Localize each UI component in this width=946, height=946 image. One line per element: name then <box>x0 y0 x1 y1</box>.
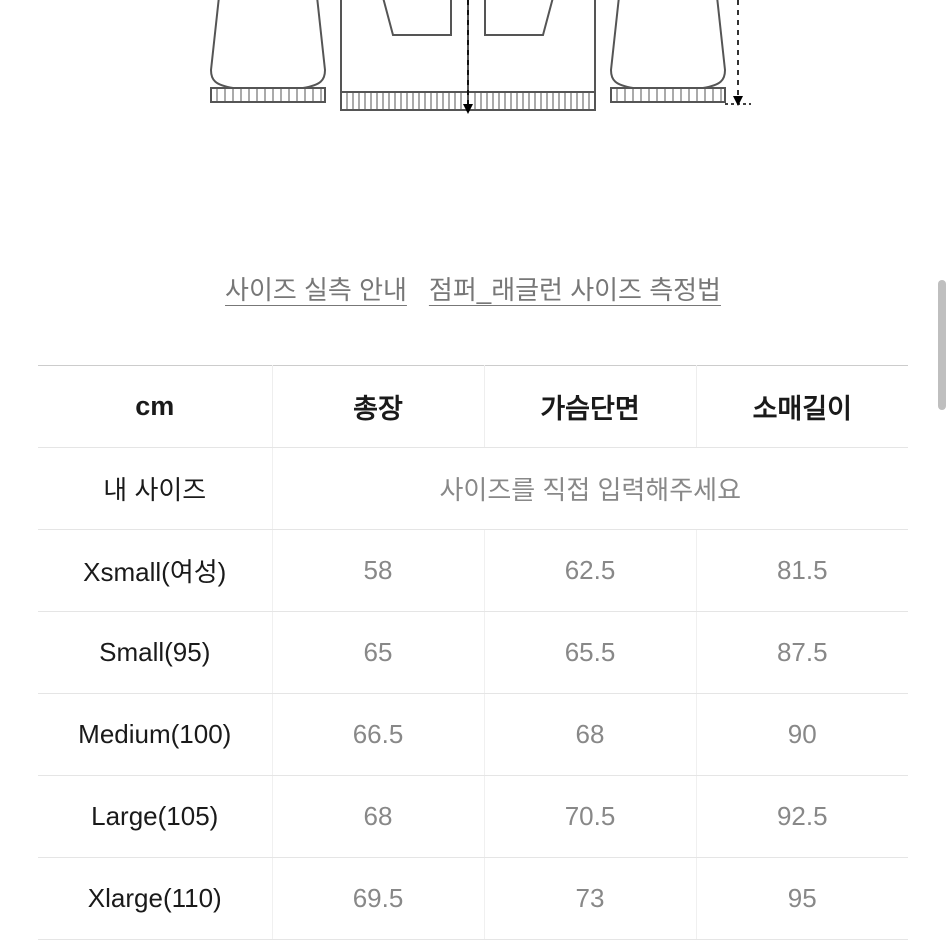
size-value-cell: 70.5 <box>484 776 696 858</box>
size-value-cell: 68 <box>272 776 484 858</box>
my-size-placeholder[interactable]: 사이즈를 직접 입력해주세요 <box>272 448 908 530</box>
size-row-label: Xlarge(110) <box>38 858 272 940</box>
table-row: Xsmall(여성)5862.581.5 <box>38 530 908 612</box>
size-value-cell: 66.5 <box>272 694 484 776</box>
size-row-label: Large(105) <box>38 776 272 858</box>
my-size-label: 내 사이즈 <box>38 448 272 530</box>
size-value-cell: 69.5 <box>272 858 484 940</box>
table-row: Small(95)6565.587.5 <box>38 612 908 694</box>
size-value-cell: 58 <box>272 530 484 612</box>
column-header-unit: cm <box>38 366 272 448</box>
column-header-sleeve: 소매길이 <box>696 366 908 448</box>
size-guide-links: 사이즈 실측 안내 점퍼_래글런 사이즈 측정법 <box>0 270 946 307</box>
size-chart-table: cm 총장 가슴단면 소매길이 내 사이즈 사이즈를 직접 입력해주세요 Xsm… <box>38 365 908 940</box>
table-row: Medium(100)66.56890 <box>38 694 908 776</box>
size-row-label: Medium(100) <box>38 694 272 776</box>
garment-size-diagram <box>0 0 946 160</box>
size-measurement-guide-link[interactable]: 사이즈 실측 안내 <box>225 270 407 307</box>
table-row: Xlarge(110)69.57395 <box>38 858 908 940</box>
size-value-cell: 92.5 <box>696 776 908 858</box>
table-header-row: cm 총장 가슴단면 소매길이 <box>38 366 908 448</box>
size-value-cell: 65 <box>272 612 484 694</box>
size-value-cell: 87.5 <box>696 612 908 694</box>
table-row: Large(105)6870.592.5 <box>38 776 908 858</box>
size-value-cell: 68 <box>484 694 696 776</box>
column-header-chest: 가슴단면 <box>484 366 696 448</box>
size-value-cell: 95 <box>696 858 908 940</box>
my-size-row[interactable]: 내 사이즈 사이즈를 직접 입력해주세요 <box>38 448 908 530</box>
size-table-body: 내 사이즈 사이즈를 직접 입력해주세요 Xsmall(여성)5862.581.… <box>38 448 908 940</box>
size-row-label: Xsmall(여성) <box>38 530 272 612</box>
size-value-cell: 73 <box>484 858 696 940</box>
size-value-cell: 62.5 <box>484 530 696 612</box>
scrollbar-thumb[interactable] <box>938 280 946 410</box>
jumper-raglan-guide-link[interactable]: 점퍼_래글런 사이즈 측정법 <box>429 270 721 307</box>
size-value-cell: 90 <box>696 694 908 776</box>
size-value-cell: 81.5 <box>696 530 908 612</box>
size-row-label: Small(95) <box>38 612 272 694</box>
column-header-length: 총장 <box>272 366 484 448</box>
size-value-cell: 65.5 <box>484 612 696 694</box>
garment-svg <box>193 0 753 160</box>
